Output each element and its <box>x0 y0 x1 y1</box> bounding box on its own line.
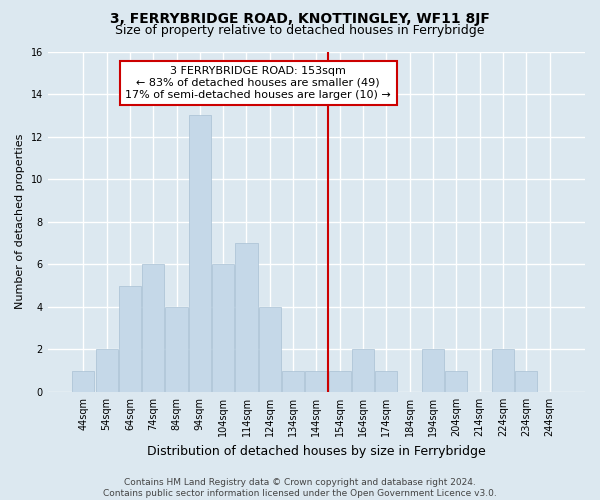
Bar <box>352 350 374 392</box>
Bar <box>422 350 444 392</box>
Text: 3 FERRYBRIDGE ROAD: 153sqm
← 83% of detached houses are smaller (49)
17% of semi: 3 FERRYBRIDGE ROAD: 153sqm ← 83% of deta… <box>125 66 391 100</box>
Bar <box>492 350 514 392</box>
Bar <box>259 307 281 392</box>
Bar <box>282 370 304 392</box>
Text: Contains HM Land Registry data © Crown copyright and database right 2024.
Contai: Contains HM Land Registry data © Crown c… <box>103 478 497 498</box>
Bar <box>166 307 188 392</box>
Bar <box>329 370 351 392</box>
Bar <box>305 370 328 392</box>
Bar <box>119 286 141 392</box>
Bar <box>142 264 164 392</box>
Bar <box>375 370 397 392</box>
Bar <box>235 243 257 392</box>
X-axis label: Distribution of detached houses by size in Ferrybridge: Distribution of detached houses by size … <box>147 444 486 458</box>
Text: Size of property relative to detached houses in Ferrybridge: Size of property relative to detached ho… <box>115 24 485 37</box>
Y-axis label: Number of detached properties: Number of detached properties <box>15 134 25 310</box>
Bar <box>212 264 234 392</box>
Bar <box>189 116 211 392</box>
Bar <box>445 370 467 392</box>
Bar <box>95 350 118 392</box>
Bar <box>72 370 94 392</box>
Bar <box>515 370 537 392</box>
Text: 3, FERRYBRIDGE ROAD, KNOTTINGLEY, WF11 8JF: 3, FERRYBRIDGE ROAD, KNOTTINGLEY, WF11 8… <box>110 12 490 26</box>
